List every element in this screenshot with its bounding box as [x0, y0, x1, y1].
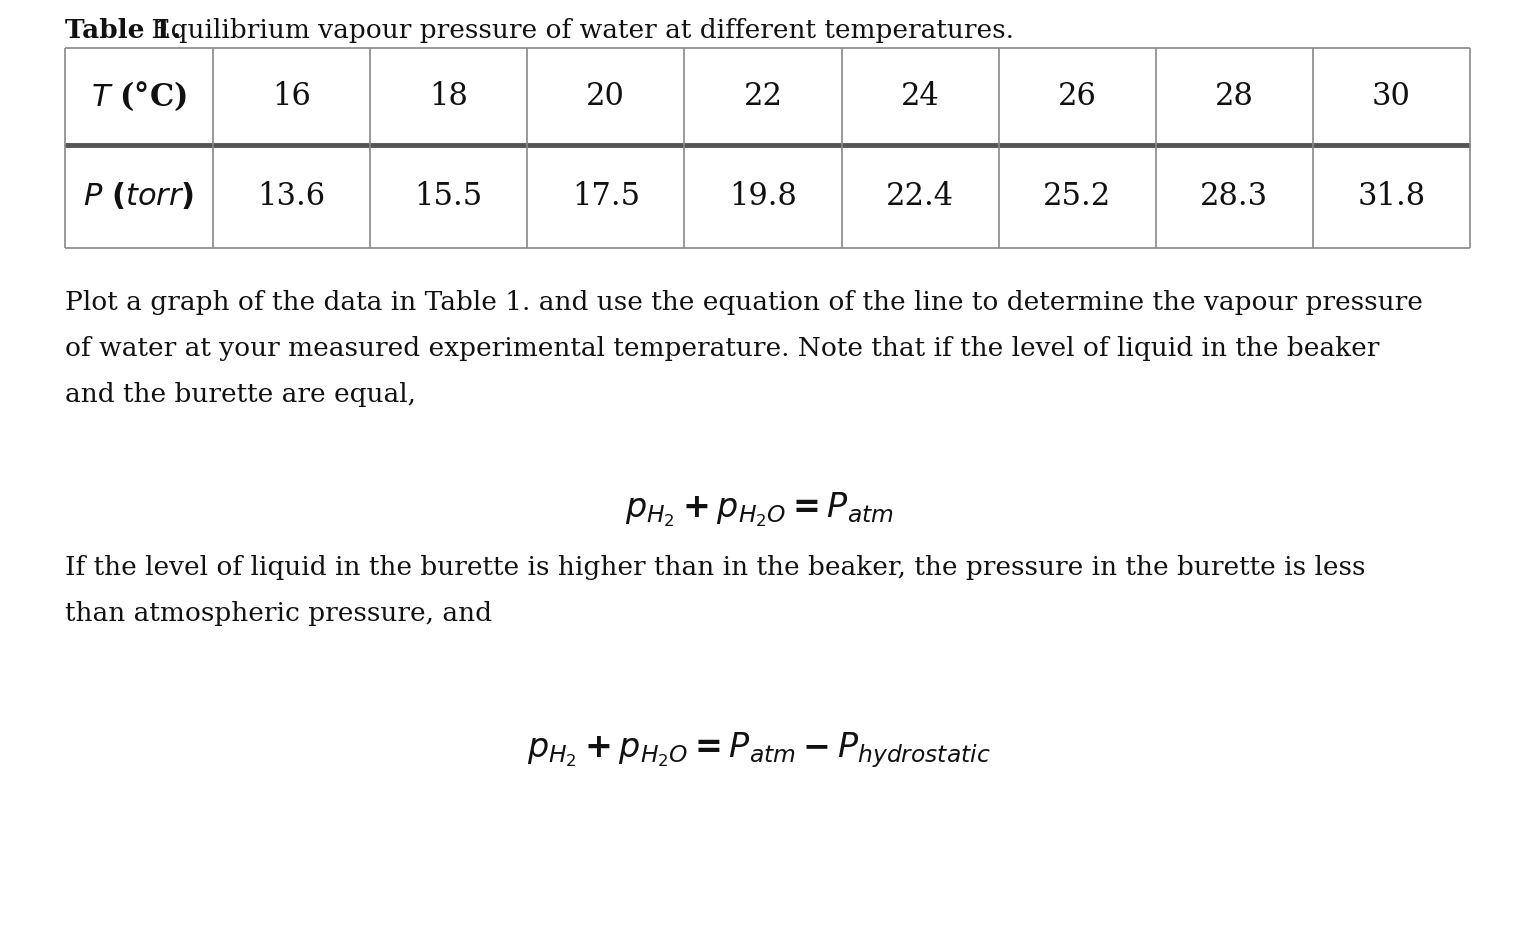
Text: 26: 26 [1058, 81, 1096, 112]
Text: Equilibrium vapour pressure of water at different temperatures.: Equilibrium vapour pressure of water at … [143, 18, 1014, 43]
Text: 24: 24 [900, 81, 940, 112]
Text: 31.8: 31.8 [1357, 181, 1425, 212]
Text: Table 1.: Table 1. [65, 18, 181, 43]
Text: $\mathit{T}\ \mathregular{(°C)}$: $\mathit{T}\ \mathregular{(°C)}$ [91, 79, 187, 114]
Text: Plot a graph of the data in Table 1. and use the equation of the line to determi: Plot a graph of the data in Table 1. and… [65, 290, 1422, 315]
Text: and the burette are equal,: and the burette are equal, [65, 382, 416, 407]
Text: 15.5: 15.5 [414, 181, 483, 212]
Text: 19.8: 19.8 [729, 181, 797, 212]
Text: $\boldsymbol{p_{H_2} + p_{H_2O} = P_{atm}}$: $\boldsymbol{p_{H_2} + p_{H_2O} = P_{atm… [624, 490, 894, 528]
Text: 30: 30 [1372, 81, 1410, 112]
Text: 13.6: 13.6 [258, 181, 326, 212]
Text: 28.3: 28.3 [1201, 181, 1269, 212]
Text: 28: 28 [1214, 81, 1254, 112]
Text: 20: 20 [586, 81, 625, 112]
Text: $\mathit{P}\ \mathbf{(}\mathit{torr}\mathbf{)}$: $\mathit{P}\ \mathbf{(}\mathit{torr}\mat… [83, 181, 194, 212]
Text: 17.5: 17.5 [572, 181, 641, 212]
Text: $\boldsymbol{p_{H_2} + p_{H_2O} = P_{atm} - P_{hydrostatic}}$: $\boldsymbol{p_{H_2} + p_{H_2O} = P_{atm… [527, 730, 991, 770]
Text: 22.4: 22.4 [887, 181, 953, 212]
Text: 22: 22 [744, 81, 782, 112]
Text: than atmospheric pressure, and: than atmospheric pressure, and [65, 601, 492, 626]
Text: 25.2: 25.2 [1043, 181, 1111, 212]
Text: of water at your measured experimental temperature. Note that if the level of li: of water at your measured experimental t… [65, 336, 1380, 361]
Text: If the level of liquid in the burette is higher than in the beaker, the pressure: If the level of liquid in the burette is… [65, 555, 1366, 580]
Text: 16: 16 [272, 81, 311, 112]
Text: 18: 18 [430, 81, 468, 112]
